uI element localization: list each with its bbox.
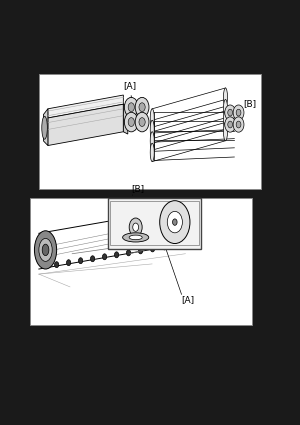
Ellipse shape bbox=[150, 132, 154, 150]
Circle shape bbox=[236, 109, 241, 116]
Circle shape bbox=[225, 117, 236, 132]
Polygon shape bbox=[48, 95, 123, 118]
Circle shape bbox=[162, 244, 167, 250]
Circle shape bbox=[135, 112, 149, 132]
Text: [B]: [B] bbox=[237, 99, 256, 114]
Circle shape bbox=[233, 117, 244, 132]
Circle shape bbox=[139, 118, 145, 127]
Ellipse shape bbox=[224, 99, 227, 118]
Ellipse shape bbox=[123, 233, 149, 242]
Circle shape bbox=[55, 262, 59, 268]
Circle shape bbox=[115, 252, 119, 258]
Bar bbox=[30, 198, 252, 325]
Circle shape bbox=[225, 105, 236, 120]
Ellipse shape bbox=[42, 116, 47, 139]
Circle shape bbox=[67, 260, 71, 266]
Circle shape bbox=[160, 201, 190, 244]
Polygon shape bbox=[123, 104, 128, 134]
Bar bbox=[110, 201, 199, 245]
Circle shape bbox=[124, 112, 138, 132]
Text: [B]: [B] bbox=[131, 184, 144, 193]
Circle shape bbox=[127, 250, 131, 256]
Circle shape bbox=[135, 97, 149, 117]
Ellipse shape bbox=[224, 122, 227, 141]
Ellipse shape bbox=[224, 88, 227, 106]
Ellipse shape bbox=[150, 143, 154, 162]
Bar bbox=[39, 74, 261, 189]
Text: [A]: [A] bbox=[181, 295, 194, 304]
Ellipse shape bbox=[224, 111, 227, 129]
Ellipse shape bbox=[39, 238, 52, 261]
Circle shape bbox=[139, 248, 143, 254]
Circle shape bbox=[139, 103, 145, 112]
Ellipse shape bbox=[150, 120, 154, 139]
Ellipse shape bbox=[129, 235, 142, 240]
Circle shape bbox=[172, 219, 177, 225]
Circle shape bbox=[128, 103, 134, 112]
Ellipse shape bbox=[34, 231, 57, 269]
Circle shape bbox=[103, 254, 107, 260]
Circle shape bbox=[236, 121, 241, 128]
Polygon shape bbox=[44, 109, 48, 145]
Circle shape bbox=[233, 105, 244, 120]
Polygon shape bbox=[48, 104, 123, 145]
Circle shape bbox=[91, 256, 95, 262]
Text: [A]: [A] bbox=[123, 81, 136, 102]
Ellipse shape bbox=[42, 244, 49, 256]
Circle shape bbox=[133, 223, 139, 231]
Bar bbox=[108, 198, 201, 249]
Circle shape bbox=[150, 246, 155, 252]
Circle shape bbox=[228, 109, 232, 116]
Circle shape bbox=[174, 242, 178, 248]
Circle shape bbox=[228, 121, 232, 128]
Circle shape bbox=[124, 97, 138, 117]
Circle shape bbox=[160, 236, 167, 246]
Circle shape bbox=[167, 211, 182, 233]
Circle shape bbox=[79, 258, 83, 264]
Circle shape bbox=[128, 118, 134, 127]
Ellipse shape bbox=[180, 220, 186, 229]
Ellipse shape bbox=[178, 215, 189, 233]
Ellipse shape bbox=[150, 109, 154, 127]
Circle shape bbox=[129, 218, 142, 236]
